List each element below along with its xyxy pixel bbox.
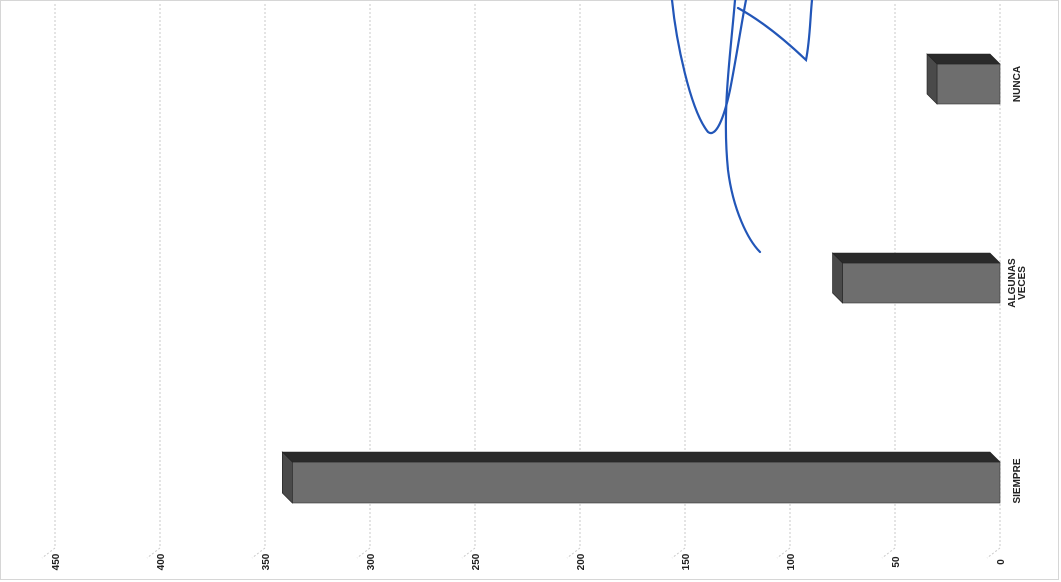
signature-stroke: [736, 0, 814, 63]
signature-stroke: [724, 0, 762, 254]
bar-end-face: [926, 53, 938, 105]
value-tick-label: 150: [681, 553, 692, 570]
value-tick-label: 250: [471, 553, 482, 570]
bar-front-face: [842, 262, 1001, 304]
bar-front-face: [291, 461, 1001, 504]
grid-line-depth: [251, 547, 266, 559]
value-tick-label: 450: [51, 553, 62, 570]
bar-top-face: [281, 451, 1001, 463]
bars: [281, 53, 1001, 504]
category-label: ALGUNASVECES: [1007, 258, 1028, 308]
bar-front-face: [936, 63, 1001, 105]
bar-2: [926, 53, 1001, 105]
signature-drawing: [670, 0, 814, 254]
value-tick-label: 0: [996, 559, 1007, 565]
bar-top-face: [926, 53, 1001, 65]
bar-top-face: [831, 252, 1001, 264]
category-label: NUNCA: [1012, 66, 1023, 102]
grid-line-depth: [776, 547, 791, 559]
value-tick-label: 50: [891, 556, 902, 568]
grid-line-depth: [461, 547, 476, 559]
bar-end-face: [832, 252, 843, 304]
bar-end-face: [281, 451, 293, 504]
value-tick-label: 100: [786, 553, 797, 570]
grid-line-depth: [41, 547, 56, 559]
grid-line-depth: [881, 547, 896, 559]
category-axis: SIEMPRE ALGUNASVECES NUNCA: [1007, 66, 1028, 504]
bar-0: [281, 451, 1001, 504]
value-tick-label: 200: [576, 553, 587, 570]
grid-line-depth: [356, 547, 371, 559]
grid-line-depth: [671, 547, 686, 559]
grid-line-depth: [146, 547, 161, 559]
bar-1: [831, 252, 1001, 304]
grid-line-depth: [986, 547, 1001, 559]
value-axis: 0 50 100 150 200 250 300 350 400 450: [51, 553, 1007, 570]
signature-stroke: [670, 0, 748, 135]
category-label: SIEMPRE: [1012, 458, 1023, 503]
value-tick-label: 400: [156, 553, 167, 570]
grid-line-depth: [566, 547, 581, 559]
value-tick-label: 350: [261, 553, 272, 570]
value-tick-label: 300: [366, 553, 377, 570]
